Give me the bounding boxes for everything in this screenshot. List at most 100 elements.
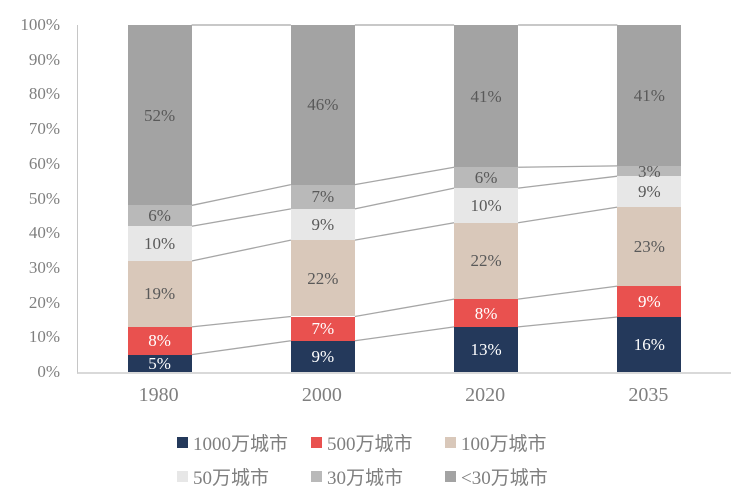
legend-label: <30万城市: [461, 468, 548, 489]
bar-segment-30万城市-2000: 7%: [290, 184, 355, 209]
bar-segment-50万城市-1980: 10%: [127, 226, 192, 261]
series-connector-lines: [191, 24, 618, 356]
connector-line: [191, 315, 291, 328]
segment-data-label: 23%: [633, 237, 665, 257]
segment-data-label: 13%: [470, 339, 502, 359]
legend-item-100万城市: 100万城市: [445, 429, 579, 456]
legend-item-1000万城市: 1000万城市: [177, 429, 311, 456]
bar-segment-100万城市-2020: 22%: [454, 222, 519, 300]
segment-data-label: 7%: [311, 187, 335, 207]
segment-data-label: 9%: [638, 182, 661, 202]
bar-segment-500万城市-2035: 9%: [617, 286, 682, 318]
legend-swatch-icon: [177, 437, 188, 448]
y-tick-label: 40%: [28, 223, 60, 243]
y-tick-label: 50%: [28, 188, 60, 208]
bar-segment-50万城市-2035: 9%: [617, 176, 682, 208]
bar-segment-100万城市-1980: 19%: [127, 260, 192, 327]
legend-row: 1000万城市 500万城市 100万城市: [177, 429, 579, 456]
segment-data-label: 10%: [144, 234, 176, 254]
bar-segment-30万城市-2035: 3%: [617, 163, 682, 180]
bar-segment-50万城市-2020: 10%: [454, 188, 519, 223]
connector-line: [354, 298, 455, 318]
legend-row: 50万城市 30万城市 <30万城市: [177, 463, 579, 490]
segment-data-label: 46%: [307, 95, 339, 115]
x-category-label-2035: 2035: [628, 384, 669, 406]
bar-2000: 9% 7% 22% 9% 7% 46%: [290, 25, 355, 372]
segment-data-label: 3%: [638, 161, 661, 181]
legend-swatch-icon: [445, 471, 456, 482]
legend-swatch-icon: [311, 471, 322, 482]
segment-data-label: 52%: [144, 105, 176, 125]
bar-segment-1000万城市-2020: 13%: [454, 326, 519, 372]
legend-item-<30万城市: <30万城市: [445, 463, 579, 490]
bar-segment-<30万城市-2035: 41%: [617, 25, 682, 166]
segment-data-label: 7%: [311, 319, 335, 339]
connector-line: [518, 285, 618, 300]
legend-item-500万城市: 500万城市: [311, 429, 445, 456]
connector-line: [191, 340, 291, 356]
legend-label: 100万城市: [461, 434, 547, 455]
bar-segment-50万城市-2000: 9%: [290, 208, 355, 241]
connector-line: [191, 183, 292, 207]
y-tick-label: 10%: [28, 327, 60, 347]
bar-segment-<30万城市-1980: 52%: [127, 25, 192, 206]
connector-line: [354, 326, 455, 342]
bar-segment-30万城市-2020: 6%: [454, 167, 519, 189]
bar-segment-500万城市-2020: 8%: [454, 299, 519, 327]
legend-swatch-icon: [311, 437, 322, 448]
bar-segment-1000万城市-1980: 5%: [127, 353, 192, 373]
y-tick-label: 70%: [28, 119, 60, 139]
segment-data-label: 22%: [307, 268, 339, 288]
legend-label: 50万城市: [193, 468, 270, 489]
segment-data-label: 41%: [470, 86, 502, 106]
legend-label: 1000万城市: [193, 434, 289, 455]
bar-segment-<30万城市-2020: 41%: [454, 25, 519, 168]
y-tick-label: 100%: [20, 15, 60, 34]
connector-line: [191, 239, 292, 262]
segment-data-label: 5%: [148, 353, 171, 373]
legend-label: 30万城市: [327, 468, 404, 489]
plot-area: 5% 8% 19% 10% 6% 52% 9% 7% 22% 9% 7% 46% 13% 8% 22% 10%…: [77, 24, 731, 374]
y-tick-label: 20%: [28, 292, 60, 312]
bar-segment-1000万城市-2035: 16%: [617, 317, 682, 372]
connector-line: [354, 187, 455, 210]
bar-segment-100万城市-2035: 23%: [617, 207, 682, 287]
x-category-label-2020: 2020: [465, 384, 506, 406]
legend-label: 500万城市: [327, 434, 413, 455]
segment-data-label: 9%: [311, 215, 335, 235]
connector-line: [354, 166, 455, 186]
legend-swatch-icon: [177, 471, 188, 482]
legend-item-30万城市: 30万城市: [311, 463, 445, 490]
segment-data-label: 8%: [148, 331, 171, 351]
x-category-label-2000: 2000: [301, 384, 342, 406]
segment-data-label: 6%: [474, 168, 498, 188]
segment-data-label: 6%: [148, 206, 171, 226]
bar-segment-100万城市-2000: 22%: [290, 240, 355, 317]
bar-segment-1000万城市-2000: 9%: [290, 340, 355, 372]
bar-2035: 16% 9% 23% 9% 3% 41%: [617, 25, 682, 372]
connector-line: [191, 208, 291, 227]
segment-data-label: 22%: [470, 251, 502, 271]
bar-segment-500万城市-1980: 8%: [127, 326, 192, 355]
segment-data-label: 19%: [144, 284, 176, 304]
bar-segment-<30万城市-2000: 46%: [290, 25, 355, 185]
segment-data-label: 16%: [633, 335, 665, 355]
y-tick-label: 30%: [28, 257, 60, 277]
segment-data-label: 9%: [311, 346, 335, 366]
connector-line: [354, 222, 455, 241]
y-tick-label: 80%: [28, 84, 60, 104]
segment-data-label: 9%: [638, 292, 661, 312]
y-tick-label: 60%: [28, 153, 60, 173]
bar-segment-500万城市-2000: 7%: [290, 316, 355, 341]
bar-segment-30万城市-1980: 6%: [127, 205, 192, 227]
legend-swatch-icon: [445, 437, 456, 448]
legend-item-50万城市: 50万城市: [177, 463, 311, 490]
connector-line: [518, 175, 618, 189]
segment-data-label: 41%: [633, 85, 665, 105]
x-category-label-1980: 1980: [138, 384, 179, 406]
segment-data-label: 8%: [474, 303, 498, 323]
y-tick-label: 0%: [37, 362, 60, 381]
segment-data-label: 10%: [470, 195, 502, 215]
connector-line: [518, 206, 618, 224]
